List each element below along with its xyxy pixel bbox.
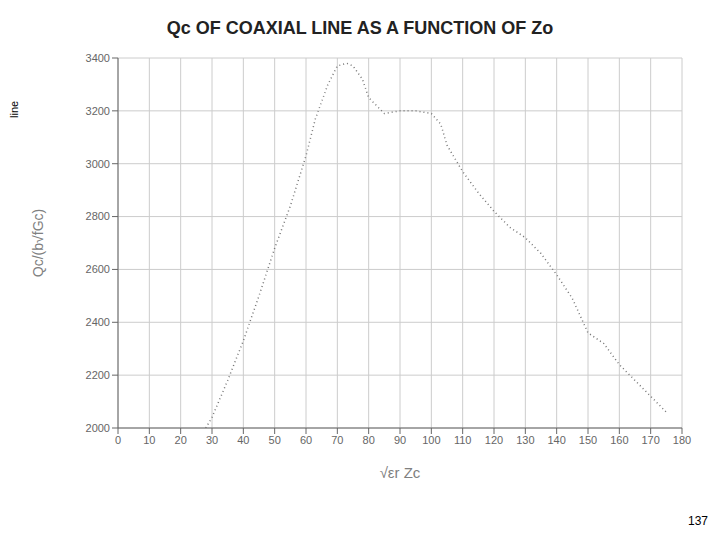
svg-text:180: 180 bbox=[673, 434, 691, 446]
svg-text:2800: 2800 bbox=[86, 210, 110, 222]
svg-text:170: 170 bbox=[641, 434, 659, 446]
svg-text:3200: 3200 bbox=[86, 105, 110, 117]
html-text:137: 137 bbox=[688, 514, 708, 528]
svg-text:2200: 2200 bbox=[86, 369, 110, 381]
svg-text:2000: 2000 bbox=[86, 422, 110, 434]
svg-text:0: 0 bbox=[115, 434, 121, 446]
svg-text:100: 100 bbox=[422, 434, 440, 446]
svg-text:60: 60 bbox=[300, 434, 312, 446]
svg-text:90: 90 bbox=[394, 434, 406, 446]
svg-text:50: 50 bbox=[269, 434, 281, 446]
svg-text:160: 160 bbox=[610, 434, 628, 446]
svg-text:3000: 3000 bbox=[86, 158, 110, 170]
html-text:line: line bbox=[8, 100, 20, 118]
svg-text:140: 140 bbox=[547, 434, 565, 446]
svg-text:70: 70 bbox=[331, 434, 343, 446]
svg-text:2400: 2400 bbox=[86, 316, 110, 328]
svg-text:2600: 2600 bbox=[86, 263, 110, 275]
svg-text:120: 120 bbox=[485, 434, 503, 446]
svg-text:80: 80 bbox=[363, 434, 375, 446]
svg-text:130: 130 bbox=[516, 434, 534, 446]
svg-text:150: 150 bbox=[579, 434, 597, 446]
svg-text:110: 110 bbox=[454, 434, 472, 446]
svg-text:40: 40 bbox=[237, 434, 249, 446]
svg-text:√εr Zc: √εr Zc bbox=[380, 464, 421, 481]
svg-text:20: 20 bbox=[175, 434, 187, 446]
svg-text:Qc/(b√fGc): Qc/(b√fGc) bbox=[30, 209, 46, 277]
svg-text:30: 30 bbox=[206, 434, 218, 446]
svg-text:10: 10 bbox=[143, 434, 155, 446]
svg-text:3400: 3400 bbox=[86, 52, 110, 64]
html-text:Qc OF COAXIAL LINE AS A FUNCTI: Qc OF COAXIAL LINE AS A FUNCTION OF Zo bbox=[166, 18, 554, 38]
